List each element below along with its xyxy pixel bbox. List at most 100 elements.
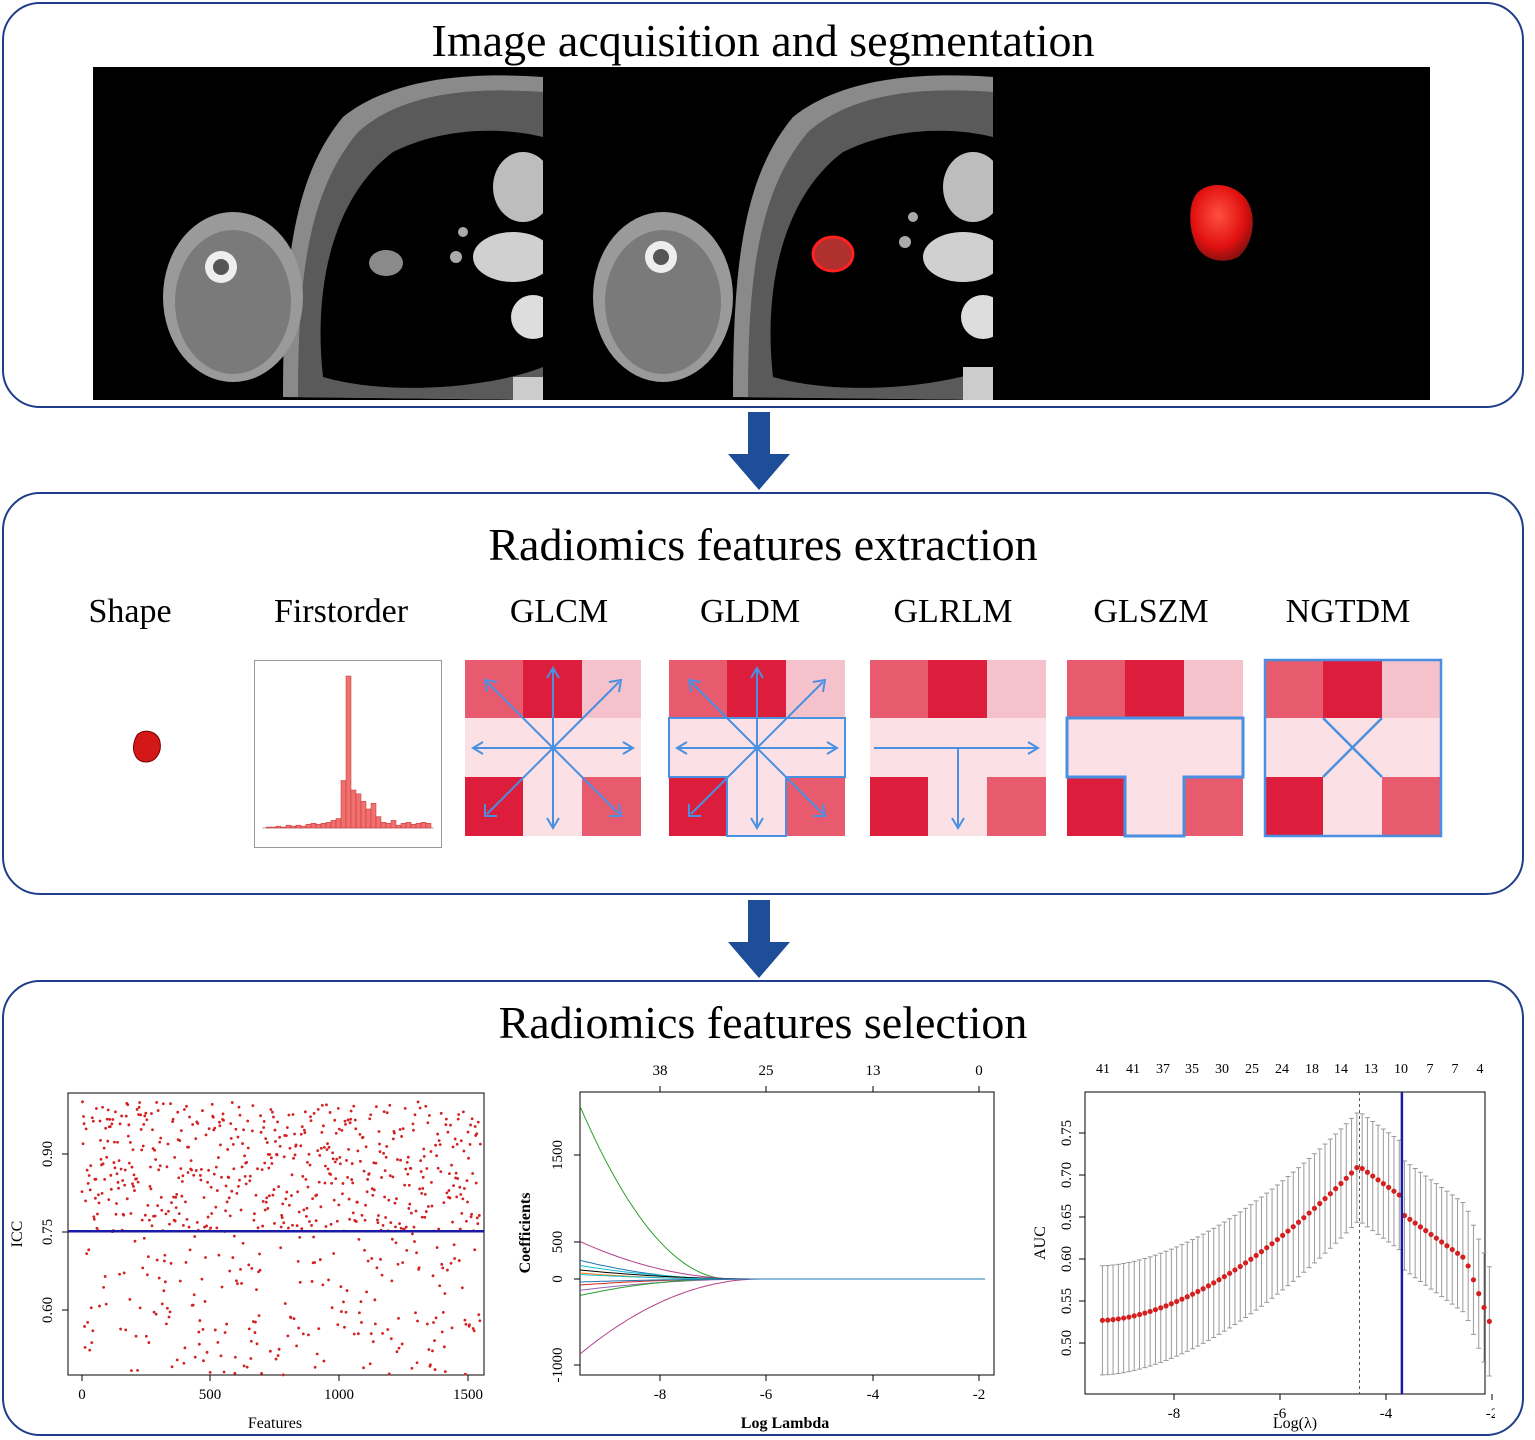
icc-point [86, 1181, 90, 1185]
auc-point [1168, 1301, 1174, 1307]
auc-xlabel: Log(λ) [1273, 1415, 1317, 1432]
auc-point [1386, 1184, 1392, 1190]
icc-point [143, 1213, 147, 1217]
icc-point [192, 1173, 196, 1177]
icc-point [451, 1145, 455, 1149]
icc-point [206, 1215, 210, 1219]
icc-point [219, 1143, 222, 1147]
icc-point [139, 1113, 143, 1117]
icc-point [252, 1218, 256, 1222]
icc-point [113, 1140, 116, 1144]
icc-point [402, 1227, 406, 1231]
icc-point [460, 1286, 464, 1290]
icc-point [420, 1191, 424, 1195]
icc-point [249, 1339, 253, 1343]
icc-point [458, 1185, 462, 1189]
icc-point [89, 1306, 93, 1310]
icc-point [373, 1298, 377, 1302]
icc-point [91, 1329, 95, 1333]
icc-point [341, 1182, 345, 1185]
icc-point [80, 1190, 84, 1194]
auc-point [1274, 1236, 1280, 1243]
auc-point [1433, 1235, 1439, 1241]
icc-point [185, 1104, 188, 1108]
icc-point [291, 1223, 294, 1227]
icc-point [426, 1121, 430, 1125]
icc-point [407, 1183, 411, 1187]
icc-point [265, 1196, 269, 1200]
icc-point [420, 1215, 424, 1219]
lasso-xtick: -4 [867, 1387, 880, 1403]
icc-point [380, 1176, 383, 1179]
icc-point [230, 1101, 234, 1104]
icc-point [151, 1128, 154, 1132]
icc-point [382, 1151, 385, 1155]
icc-point [243, 1154, 247, 1158]
icc-point [389, 1337, 393, 1341]
icc-point [436, 1166, 440, 1170]
auc-point [1407, 1216, 1413, 1222]
icc-point [330, 1306, 334, 1310]
icc-point [359, 1300, 363, 1304]
icc-point [99, 1138, 102, 1142]
auc-top-tick: 7 [1452, 1062, 1459, 1077]
icc-point [368, 1117, 372, 1121]
icc-point [335, 1157, 339, 1161]
auc-xtick: -6 [1274, 1406, 1287, 1422]
icc-point [317, 1327, 321, 1331]
icc-point [293, 1132, 296, 1136]
icc-point [253, 1212, 256, 1216]
icc-point [345, 1159, 348, 1162]
icc-point [248, 1174, 252, 1178]
icc-point [463, 1318, 467, 1322]
icc-point [208, 1370, 212, 1374]
icc-point [331, 1157, 335, 1161]
lasso-xtick: -6 [760, 1387, 773, 1403]
icc-point [253, 1331, 257, 1334]
icc-point [409, 1166, 413, 1170]
icc-point [155, 1258, 159, 1262]
icc-point [383, 1169, 387, 1173]
icc-point [430, 1204, 434, 1208]
icc-point [136, 1368, 139, 1372]
icc-point [236, 1135, 240, 1139]
icc-point [337, 1127, 341, 1131]
histogram-bar [325, 822, 332, 829]
icc-point [387, 1198, 391, 1202]
icc-point [340, 1128, 344, 1132]
icc-point [95, 1107, 98, 1110]
icc-point [126, 1103, 130, 1107]
icc-point [140, 1218, 144, 1222]
icc-scatter-plot: 0.90 0.75 0.60 0 500 1000 1500 Features … [9, 1092, 485, 1432]
glszm-matrix [1065, 660, 1245, 838]
icc-point [200, 1277, 204, 1281]
icc-point [349, 1117, 353, 1121]
histogram-bar [280, 826, 287, 829]
auc-point [1412, 1220, 1418, 1226]
icc-point [462, 1149, 466, 1153]
icc-point [427, 1348, 431, 1351]
icc-point [431, 1349, 434, 1353]
auc-point [1343, 1175, 1349, 1181]
icc-point [352, 1104, 356, 1108]
icc-point [288, 1203, 291, 1207]
icc-point [296, 1260, 300, 1263]
icc-point [96, 1212, 99, 1216]
icc-point [144, 1111, 148, 1115]
icc-point [174, 1195, 178, 1199]
icc-point [165, 1322, 168, 1326]
icc-point [167, 1315, 171, 1319]
icc-point [128, 1141, 132, 1144]
icc-point [453, 1137, 457, 1141]
icc-point [235, 1279, 238, 1283]
icc-point [426, 1205, 430, 1208]
icc-point [418, 1106, 422, 1110]
icc-point [219, 1354, 223, 1358]
icc-point [354, 1127, 358, 1131]
icc-xtick: 1000 [324, 1387, 354, 1403]
icc-point [141, 1144, 145, 1148]
icc-point [102, 1285, 106, 1289]
icc-point [303, 1131, 307, 1135]
icc-point [351, 1181, 355, 1185]
icc-point [106, 1139, 110, 1143]
